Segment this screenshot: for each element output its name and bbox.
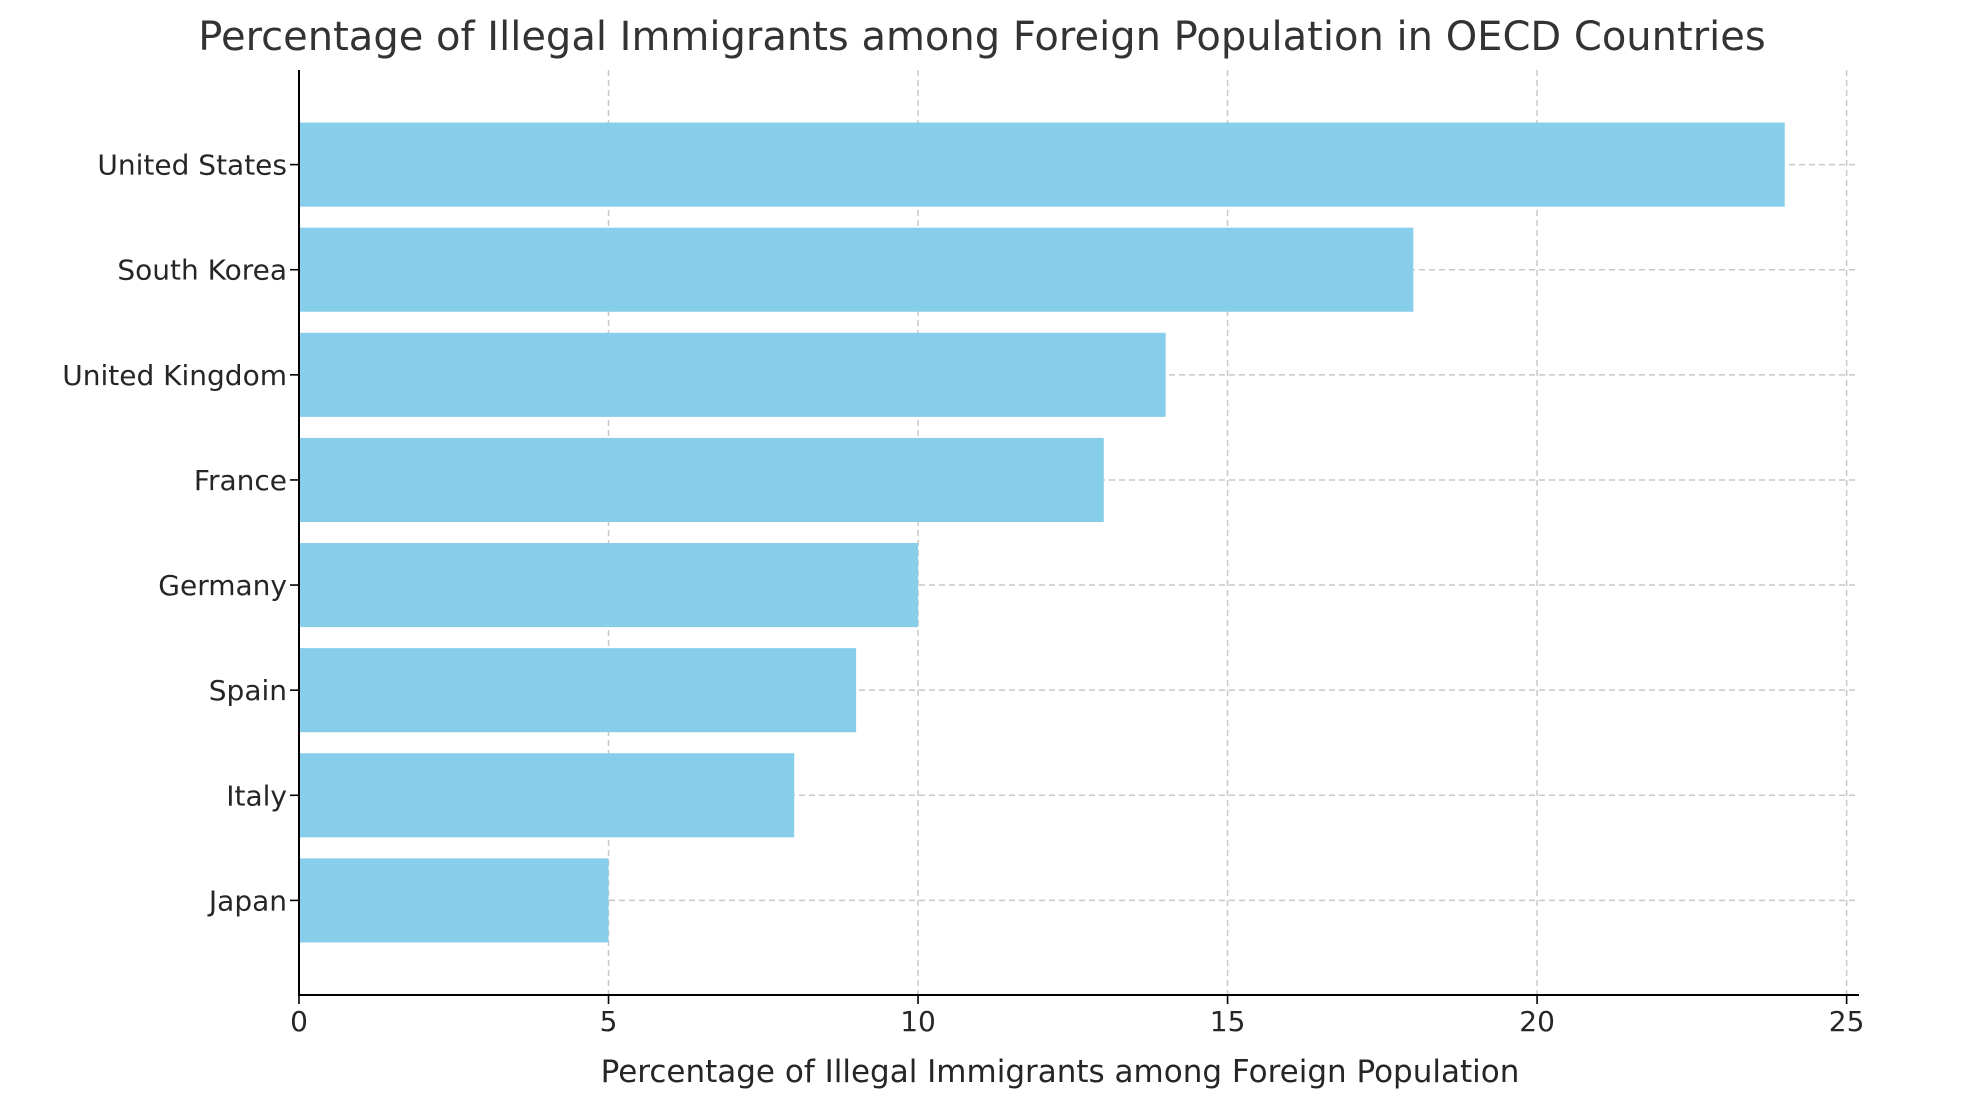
bar — [299, 332, 1166, 417]
x-tick-label: 5 — [600, 1005, 618, 1038]
bar — [299, 858, 609, 943]
x-tick-label: 10 — [900, 1005, 936, 1038]
bar — [299, 437, 1104, 522]
grid-lines — [298, 70, 1859, 995]
x-tick-label: 25 — [1829, 1005, 1865, 1038]
x-ticks: 0 5 10 15 20 25 — [290, 995, 1864, 1038]
bar — [299, 227, 1414, 312]
y-ticks: United States South Korea United Kingdom Fr… — [62, 149, 299, 917]
y-tick-label: United States — [97, 149, 287, 182]
y-tick-label: Italy — [226, 779, 287, 812]
y-tick-label: South Korea — [117, 254, 287, 287]
y-tick-label: Germany — [158, 569, 287, 602]
bar — [299, 543, 919, 628]
bar — [299, 648, 857, 733]
x-axis-label: Percentage of Illegal Immigrants among F… — [601, 1054, 1520, 1090]
chart-title: Percentage of Illegal Immigrants among F… — [198, 14, 1766, 60]
y-tick-label: Japan — [207, 884, 287, 917]
bar — [299, 753, 795, 838]
axes — [298, 70, 1859, 996]
x-tick-label: 0 — [290, 1005, 308, 1038]
y-tick-label: Spain — [209, 674, 287, 707]
bars — [299, 122, 1785, 943]
y-tick-label: United Kingdom — [62, 359, 287, 392]
x-tick-label: 15 — [1210, 1005, 1246, 1038]
bar — [299, 122, 1785, 207]
x-tick-label: 20 — [1519, 1005, 1555, 1038]
y-tick-label: France — [194, 464, 287, 497]
